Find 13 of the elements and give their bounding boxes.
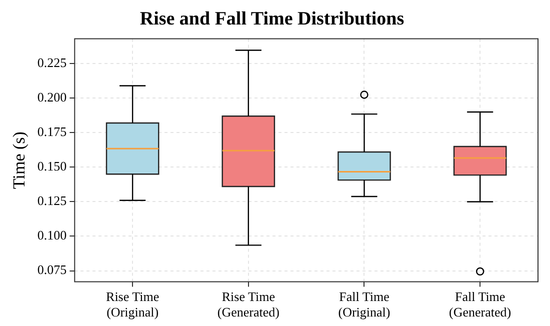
- y-tick-label: 0.125: [37, 193, 67, 208]
- x-tick-label: Rise Time (Original): [106, 289, 160, 320]
- y-tick-label: 0.175: [37, 124, 67, 140]
- y-axis-title: Time (s): [10, 132, 29, 190]
- y-tick-label: 0.100: [37, 228, 67, 243]
- x-tick-label: Rise Time (Generated): [217, 289, 280, 320]
- y-tick-label: 0.150: [37, 158, 67, 174]
- y-tick-label: 0.075: [37, 262, 67, 278]
- chart-title: Rise and Fall Time Distributions: [140, 8, 404, 30]
- y-tick-label: 0.200: [37, 90, 67, 105]
- x-tick-label: Fall Time (Original): [338, 289, 390, 320]
- x-tick-label: Fall Time (Generated): [449, 289, 512, 320]
- y-tick-label: 0.225: [37, 55, 67, 70]
